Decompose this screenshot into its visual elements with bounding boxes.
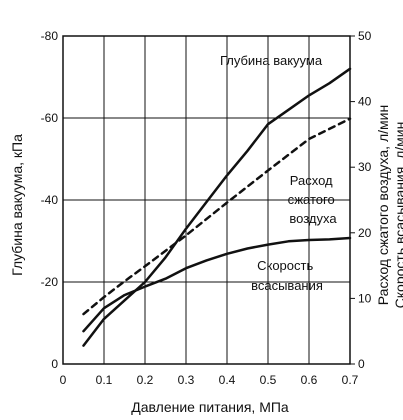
grid (63, 36, 350, 364)
label-air-consumption-line-1: Расход (290, 173, 333, 188)
label-vacuum-depth: Глубина вакуума (220, 53, 323, 68)
y-left-tick-label: -60 (41, 111, 59, 125)
x-tick-label: 0.5 (260, 373, 277, 387)
x-tick-label: 0.3 (178, 373, 195, 387)
label-air-consumption-line-2: сжатого (288, 192, 335, 207)
series-line-скорость-всасывания (82, 236, 352, 333)
x-tick-label: 0.1 (96, 373, 113, 387)
y-left-tick-label: -80 (41, 29, 59, 43)
x-tick-label: 0.4 (219, 373, 236, 387)
y-right-tick-label: 10 (358, 291, 372, 305)
y-axis-left-title: Глубина вакуума, кПа (9, 134, 25, 276)
y-right-tick-label: 20 (358, 226, 372, 240)
y-axis-right2-title: Скорость всасывания, л/мин (392, 122, 403, 309)
x-tick-label: 0.2 (137, 373, 154, 387)
tick-labels: 0 0.1 0.2 0.3 0.4 0.5 0.6 0.7 0 -20 -40 -60 -80 0 10 20… (41, 29, 372, 387)
plot-frame (62, 35, 351, 365)
y-left-tick-label: -40 (41, 193, 59, 207)
x-axis-title: Давление питания, МПа (131, 399, 289, 415)
y-right-tick-label: 40 (358, 95, 372, 109)
series-line-расход-сжатого-воздуха (82, 117, 352, 316)
label-air-consumption: Расход сжатого воздуха (288, 173, 339, 226)
series-line-глубина-вакуума (82, 67, 352, 347)
x-tick-label: 0 (60, 373, 67, 387)
y-left-tick-label: -20 (41, 275, 59, 289)
label-suction-speed-line-1: Скорость (257, 258, 313, 273)
series-layer (82, 67, 352, 347)
x-tick-label: 0.7 (342, 373, 359, 387)
label-suction-speed-line-2: всасывания (251, 278, 323, 293)
y-left-tick-label: 0 (51, 357, 58, 371)
y-right-tick-label: 0 (358, 357, 365, 371)
x-tick-label: 0.6 (301, 373, 318, 387)
y-right-tick-label: 50 (358, 29, 372, 43)
annotations: Глубина вакуума Расход сжатого воздуха С… (220, 53, 339, 293)
label-air-consumption-line-3: воздуха (289, 211, 337, 226)
label-suction-speed: Скорость всасывания (251, 258, 323, 293)
y-axis-right-title: Расход сжатого воздуха, л/мин (375, 105, 391, 305)
y-right-tick-label: 30 (358, 160, 372, 174)
